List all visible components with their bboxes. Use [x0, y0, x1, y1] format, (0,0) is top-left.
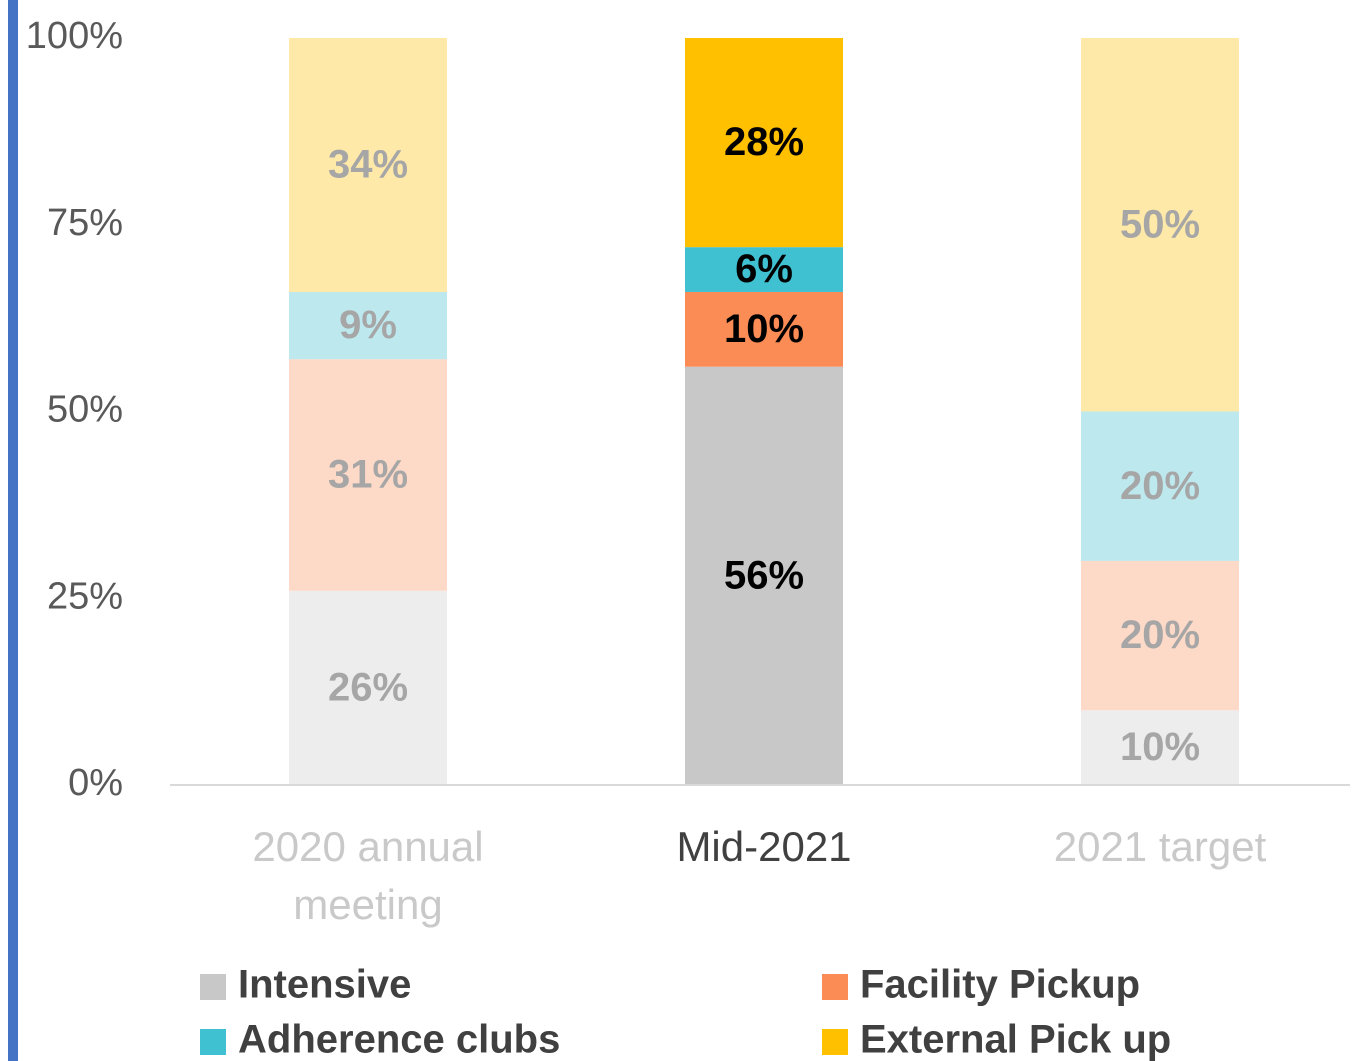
bar-segment	[289, 38, 447, 292]
legend-label: Intensive	[238, 963, 411, 1007]
y-tick-label: 0%	[68, 762, 123, 804]
x-tick-label: 2021 target	[1053, 823, 1267, 870]
data-label: 31%	[328, 453, 408, 497]
legend-swatch	[200, 974, 226, 1000]
bar-segment	[1081, 38, 1239, 412]
bar-segment	[685, 291, 843, 367]
x-tick-label: 2020 annual meeting	[252, 823, 484, 928]
data-label: 20%	[1120, 464, 1200, 508]
legend-label: Facility Pickup	[860, 963, 1140, 1007]
data-label: 34%	[328, 143, 408, 187]
bar-segment	[289, 359, 447, 591]
y-tick-label: 25%	[47, 575, 123, 617]
bar-segment	[289, 291, 447, 360]
data-label: 10%	[1120, 725, 1200, 769]
data-label: 10%	[724, 307, 804, 351]
data-label: 26%	[328, 665, 408, 709]
y-tick-label: 100%	[26, 15, 123, 57]
x-tick-label: Mid-2021	[676, 823, 852, 870]
bar-segment	[1081, 411, 1239, 561]
y-tick-label: 50%	[47, 389, 123, 431]
data-label: 28%	[724, 120, 804, 164]
data-label: 50%	[1120, 202, 1200, 246]
bar-segment	[685, 247, 843, 292]
legend-label: External Pick up	[860, 1018, 1171, 1061]
bar-segment	[1081, 710, 1239, 785]
bar-segment	[1081, 560, 1239, 711]
legend-swatch	[822, 974, 848, 1000]
legend-swatch	[200, 1029, 226, 1055]
legend-label: Adherence clubs	[238, 1018, 560, 1061]
bar-segment	[289, 590, 447, 785]
data-label: 9%	[339, 303, 397, 347]
y-tick-label: 75%	[47, 202, 123, 244]
bar-segment	[685, 366, 843, 785]
data-label: 6%	[735, 247, 793, 291]
legend-swatch	[822, 1029, 848, 1055]
data-label: 20%	[1120, 613, 1200, 657]
bar-segment	[685, 38, 843, 248]
frame-border	[8, 0, 18, 1061]
data-label: 56%	[724, 553, 804, 597]
